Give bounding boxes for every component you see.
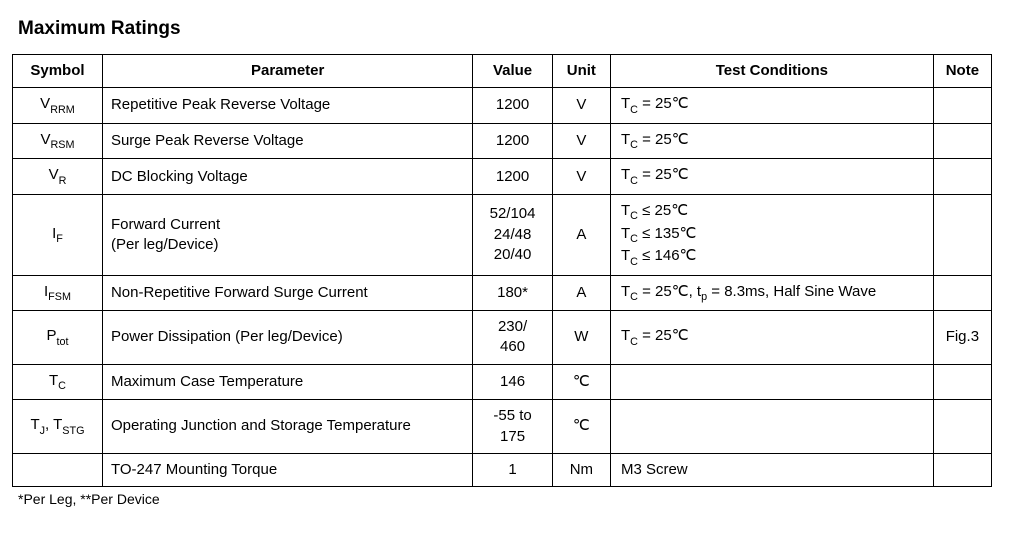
test-conditions: TC ≤ 25℃ TC ≤ 135℃ TC ≤ 146℃	[610, 194, 933, 275]
value: 146	[473, 364, 552, 400]
symbol: Ptot	[46, 327, 68, 344]
symbol: TC	[49, 372, 66, 389]
note	[933, 194, 991, 275]
parameter: Repetitive Peak Reverse Voltage	[102, 88, 472, 124]
table-row: Ptot Power Dissipation (Per leg/Device) …	[13, 311, 992, 365]
table-row: TJ, TSTG Operating Junction and Storage …	[13, 400, 992, 454]
table-row: VRRM Repetitive Peak Reverse Voltage 120…	[13, 88, 992, 124]
unit: ℃	[552, 364, 610, 400]
table-row: TC Maximum Case Temperature 146 ℃	[13, 364, 992, 400]
note	[933, 88, 991, 124]
page-title: Maximum Ratings	[18, 18, 1000, 40]
value: 1	[473, 453, 552, 486]
test-conditions: TC = 25℃	[610, 123, 933, 159]
test-conditions: TC = 25℃, tp = 8.3ms, Half Sine Wave	[610, 275, 933, 311]
col-note: Note	[933, 55, 991, 88]
symbol: VR	[49, 166, 67, 183]
symbol: IFSM	[44, 283, 71, 300]
unit: V	[552, 159, 610, 195]
parameter: TO-247 Mounting Torque	[102, 453, 472, 486]
note	[933, 400, 991, 454]
table-row: IFSM Non-Repetitive Forward Surge Curren…	[13, 275, 992, 311]
table-row: IF Forward Current (Per leg/Device) 52/1…	[13, 194, 992, 275]
unit: V	[552, 88, 610, 124]
col-test: Test Conditions	[610, 55, 933, 88]
col-unit: Unit	[552, 55, 610, 88]
parameter: Power Dissipation (Per leg/Device)	[102, 311, 472, 365]
unit: Nm	[552, 453, 610, 486]
unit: V	[552, 123, 610, 159]
test-conditions	[610, 400, 933, 454]
value: 180*	[473, 275, 552, 311]
value: -55 to 175	[473, 400, 552, 454]
note	[933, 123, 991, 159]
test-conditions	[610, 364, 933, 400]
table-row: VR DC Blocking Voltage 1200 V TC = 25℃	[13, 159, 992, 195]
symbol	[13, 453, 103, 486]
note	[933, 453, 991, 486]
value: 1200	[473, 88, 552, 124]
value: 230/ 460	[473, 311, 552, 365]
symbol: TJ, TSTG	[30, 416, 84, 433]
parameter: Non-Repetitive Forward Surge Current	[102, 275, 472, 311]
note	[933, 275, 991, 311]
note: Fig.3	[933, 311, 991, 365]
table-row: VRSM Surge Peak Reverse Voltage 1200 V T…	[13, 123, 992, 159]
ratings-table: Symbol Parameter Value Unit Test Conditi…	[12, 54, 992, 487]
parameter: Surge Peak Reverse Voltage	[102, 123, 472, 159]
test-conditions: TC = 25℃	[610, 159, 933, 195]
test-conditions: TC = 25℃	[610, 311, 933, 365]
value: 1200	[473, 123, 552, 159]
symbol: VRSM	[40, 131, 74, 148]
col-value: Value	[473, 55, 552, 88]
value: 52/104 24/48 20/40	[473, 194, 552, 275]
parameter: Operating Junction and Storage Temperatu…	[102, 400, 472, 454]
unit: A	[552, 275, 610, 311]
footnote: *Per Leg, **Per Device	[18, 491, 1000, 507]
value: 1200	[473, 159, 552, 195]
test-conditions: M3 Screw	[610, 453, 933, 486]
test-conditions: TC = 25℃	[610, 88, 933, 124]
symbol: IF	[52, 225, 63, 242]
symbol: VRRM	[40, 95, 75, 112]
table-row: TO-247 Mounting Torque 1 Nm M3 Screw	[13, 453, 992, 486]
unit: ℃	[552, 400, 610, 454]
parameter: Maximum Case Temperature	[102, 364, 472, 400]
unit: W	[552, 311, 610, 365]
parameter: DC Blocking Voltage	[102, 159, 472, 195]
note	[933, 364, 991, 400]
col-symbol: Symbol	[13, 55, 103, 88]
unit: A	[552, 194, 610, 275]
parameter: Forward Current (Per leg/Device)	[102, 194, 472, 275]
col-parameter: Parameter	[102, 55, 472, 88]
table-header-row: Symbol Parameter Value Unit Test Conditi…	[13, 55, 992, 88]
note	[933, 159, 991, 195]
